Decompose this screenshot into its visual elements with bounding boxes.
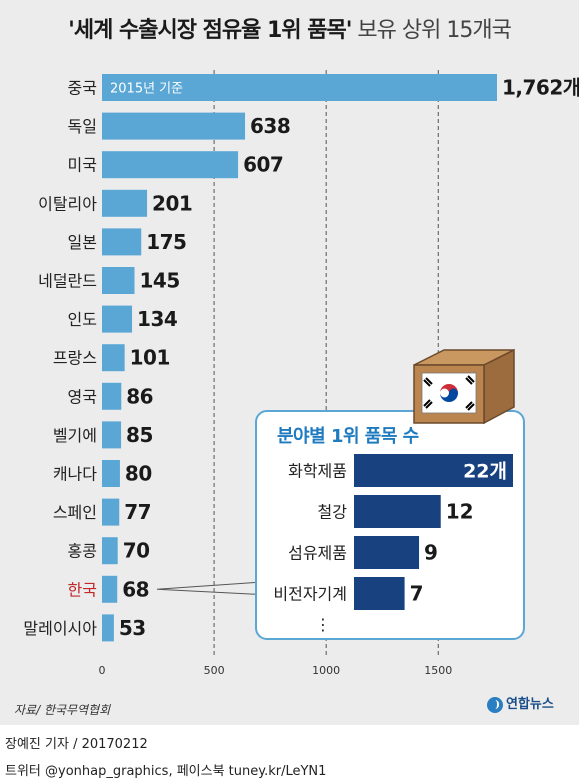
- inset-category-label: 섬유제품: [288, 544, 347, 563]
- title-sub: 보유 상위 15개국: [351, 18, 511, 43]
- value-label: 101: [130, 346, 170, 370]
- inset-bar: [354, 577, 405, 610]
- category-label: 네덜란드: [38, 272, 97, 291]
- inset-value-label: 12: [446, 500, 474, 524]
- inset-value-label: 22개: [463, 461, 507, 483]
- value-label: 70: [123, 539, 150, 563]
- x-tick-label: 0: [99, 664, 106, 677]
- korea-flag-box-icon: [413, 348, 515, 425]
- category-label: 미국: [68, 156, 97, 175]
- source-note: 자료/ 한국무역협회: [14, 703, 111, 717]
- bar: [102, 151, 239, 179]
- category-label: 벨기에: [53, 426, 97, 445]
- title-main: '세계 수출시장 점유율 1위 품목': [68, 18, 352, 43]
- x-tick-label: 1500: [424, 664, 452, 677]
- category-label: 중국: [68, 79, 97, 98]
- logo-text: 연합뉴스: [506, 697, 554, 712]
- inset-category-label: 화학제품: [288, 462, 347, 481]
- bar: [102, 382, 122, 410]
- value-label: 145: [140, 269, 180, 293]
- category-label: 영국: [68, 387, 97, 406]
- value-label: 68: [122, 577, 149, 601]
- value-label: 80: [125, 462, 152, 486]
- value-label: 134: [137, 307, 177, 331]
- value-label: 85: [126, 423, 153, 447]
- inset-continuation-mark: ⋮: [315, 615, 331, 634]
- category-label: 일본: [68, 233, 97, 252]
- category-label: 캐나다: [53, 465, 97, 484]
- category-label: 홍콩: [68, 542, 97, 561]
- callout-pointer: [156, 581, 258, 595]
- bar: [102, 112, 246, 140]
- inset-value-label: 7: [410, 582, 424, 606]
- x-tick-label: 500: [204, 664, 225, 677]
- annotation-label: 2015년 기준: [110, 82, 183, 97]
- bar: [102, 228, 142, 256]
- social-links: 트위터 @yonhap_graphics, 페이스북 tuney.kr/LeYN…: [5, 764, 327, 779]
- yonhap-logo: 연합뉴스: [487, 693, 554, 713]
- category-label: 한국: [68, 580, 97, 599]
- bar: [102, 305, 133, 333]
- inset-value-label: 9: [424, 541, 438, 565]
- bar: [102, 74, 497, 101]
- inset-category-label: 비전자기계: [273, 585, 347, 604]
- bar: [102, 498, 120, 526]
- category-label: 프랑스: [53, 349, 97, 368]
- inset-bar: [354, 536, 420, 569]
- inset-bar: [354, 495, 441, 528]
- inset-category-label: 철강: [318, 503, 348, 522]
- value-label: 86: [126, 384, 153, 408]
- value-label: 638: [250, 114, 290, 138]
- inset-bar: [354, 454, 513, 487]
- value-label: 607: [243, 153, 283, 177]
- inset-title: 분야별 1위 품목 수: [277, 426, 419, 447]
- x-tick-label: 1000: [312, 664, 340, 677]
- bar: [102, 575, 118, 603]
- bar: [102, 460, 120, 487]
- category-label: 독일: [68, 117, 97, 136]
- value-label: 175: [146, 230, 186, 254]
- chart-title: '세계 수출시장 점유율 1위 품목' 보유 상위 15개국: [0, 12, 579, 44]
- yonhap-logo-icon: [487, 696, 503, 713]
- bar: [102, 189, 148, 217]
- bar: [102, 614, 114, 642]
- value-label: 77: [124, 500, 151, 524]
- category-label: 인도: [68, 310, 97, 329]
- category-label: 말레이시아: [23, 619, 97, 638]
- category-label: 스페인: [53, 503, 97, 522]
- bar: [102, 267, 135, 294]
- value-label: 201: [152, 191, 192, 215]
- value-label: 1,762개: [502, 76, 579, 100]
- bar: [102, 421, 122, 449]
- bar: [102, 344, 125, 372]
- bar: [102, 537, 118, 565]
- byline: 장예진 기자 / 20170212: [5, 737, 148, 752]
- category-label: 이탈리아: [38, 194, 97, 213]
- value-label: 53: [119, 616, 146, 640]
